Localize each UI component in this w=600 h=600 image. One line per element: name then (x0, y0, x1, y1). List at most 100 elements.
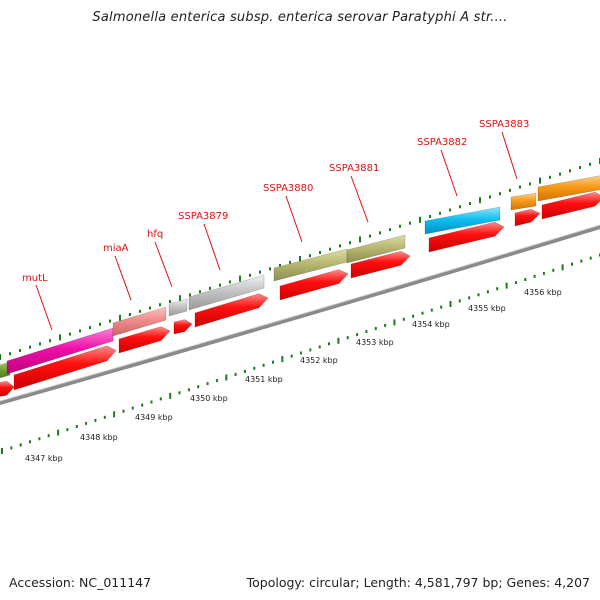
top-tick-46 (459, 205, 461, 209)
genome-summary-text: Topology: circular; Length: 4,581,797 bp… (246, 575, 590, 590)
leader-sspa3881 (350, 175, 369, 223)
low-tick-19 (178, 391, 181, 395)
top-tick-54 (539, 177, 541, 184)
gene-label-miaa[interactable]: miaA (103, 243, 129, 254)
low-tick-12 (113, 411, 116, 418)
top-tick-37 (369, 234, 371, 238)
top-tick-35 (349, 241, 351, 245)
top-tick-6 (59, 334, 61, 341)
low-tick-54 (505, 282, 508, 289)
low-tick-2 (19, 443, 22, 447)
low-tick-32 (300, 351, 302, 355)
low-tick-18 (169, 392, 172, 399)
top-tick-2 (19, 349, 21, 352)
low-tick-33 (309, 348, 312, 352)
top-tick-29 (289, 260, 291, 264)
low-tick-35 (328, 342, 330, 346)
gene-block-sspa3879 (188, 274, 265, 311)
scale-label-4354: 4354 kbp (412, 320, 450, 329)
cds-arrow-5 (194, 293, 269, 328)
low-tick-21 (197, 385, 200, 389)
low-tick-36 (337, 337, 340, 344)
low-tick-16 (150, 400, 153, 404)
top-tick-4 (39, 342, 41, 346)
gene-label-sspa3880[interactable]: SSPA3880 (263, 183, 313, 194)
top-tick-27 (269, 267, 271, 271)
top-tick-11 (109, 319, 111, 323)
top-tick-44 (439, 211, 441, 215)
top-tick-28 (279, 264, 281, 267)
low-tick-14 (131, 406, 134, 410)
leader-mutl (35, 284, 53, 331)
low-tick-1 (10, 446, 13, 450)
low-tick-41 (384, 323, 387, 327)
low-tick-47 (440, 305, 443, 309)
scale-labels: 4347 kbp 4348 kbp 4349 kbp 4350 kbp 4351… (25, 288, 562, 463)
top-tick-49 (489, 195, 491, 199)
scale-label-4352: 4352 kbp (300, 356, 338, 365)
gene-label-sspa3881[interactable]: SSPA3881 (329, 163, 379, 174)
top-tick-22 (219, 283, 221, 287)
top-tick-41 (409, 221, 411, 225)
gene-label-mutl[interactable]: mutL (22, 273, 48, 284)
top-tick-51 (509, 188, 511, 192)
lower-scale-ticks (1, 253, 600, 454)
low-tick-63 (589, 256, 592, 260)
scale-label-4350: 4350 kbp (190, 394, 228, 403)
gene-label-sspa3879[interactable]: SSPA3879 (178, 211, 228, 222)
top-tick-33 (329, 247, 331, 251)
low-tick-34 (318, 345, 321, 349)
gene-block-right-orange (537, 175, 600, 202)
gene-label-sspa3883[interactable]: SSPA3883 (479, 119, 529, 130)
top-tick-56 (559, 172, 561, 176)
top-tick-1 (9, 352, 11, 356)
top-tick-25 (249, 273, 251, 277)
top-tick-50 (499, 192, 501, 196)
top-tick-31 (309, 254, 311, 258)
low-tick-6 (57, 429, 60, 436)
top-tick-18 (179, 295, 181, 302)
gene-block-sspa3882 (424, 206, 501, 235)
gene-block-miaa (112, 306, 167, 337)
top-tick-57 (569, 169, 571, 173)
top-tick-3 (29, 345, 31, 349)
low-tick-20 (187, 388, 190, 392)
gene-block-sspa3881 (346, 234, 406, 264)
low-tick-50 (468, 296, 471, 300)
low-tick-26 (243, 369, 246, 373)
scale-label-4356: 4356 kbp (524, 288, 562, 297)
top-tick-53 (529, 182, 531, 186)
low-tick-27 (253, 366, 256, 370)
leader-sspa3883 (501, 131, 518, 180)
low-tick-28 (262, 363, 265, 367)
low-tick-52 (486, 290, 489, 294)
top-tick-26 (259, 270, 261, 274)
gene-label-sspa3882[interactable]: SSPA3882 (417, 137, 467, 148)
top-tick-15 (149, 306, 151, 310)
cds-arrow-1 (0, 380, 15, 397)
top-tick-13 (129, 313, 131, 316)
gene-label-hfq[interactable]: hfq (147, 229, 163, 240)
low-tick-40 (374, 327, 377, 330)
cds-track (0, 191, 600, 397)
leader-sspa3880 (285, 195, 303, 243)
low-tick-31 (290, 354, 293, 358)
top-tick-7 (69, 332, 71, 336)
genome-title: Salmonella enterica subsp. enterica sero… (92, 10, 508, 25)
cds-arrow-8 (428, 221, 505, 253)
low-tick-17 (159, 397, 162, 401)
cds-arrow-4 (173, 319, 193, 335)
top-tick-59 (589, 162, 591, 166)
top-tick-17 (169, 300, 171, 303)
top-tick-58 (579, 166, 581, 169)
low-tick-15 (141, 403, 144, 407)
cds-arrow-9 (514, 208, 541, 227)
low-tick-3 (29, 440, 31, 444)
top-tick-52 (519, 185, 521, 189)
low-tick-61 (571, 262, 573, 266)
low-tick-10 (94, 418, 97, 422)
top-tick-24 (239, 275, 241, 282)
top-tick-0 (0, 354, 1, 360)
gene-labels: mutL miaA hfq SSPA3879 SSPA3880 SSPA3881… (22, 119, 529, 284)
